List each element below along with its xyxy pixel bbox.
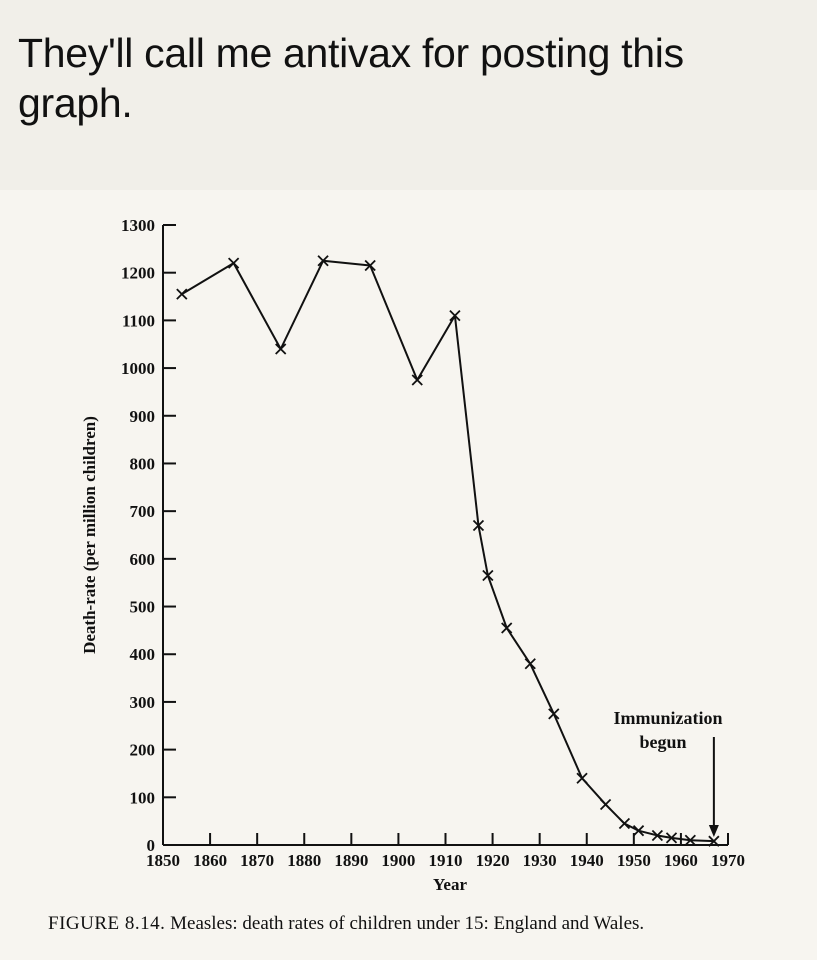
x-tick-label: 1890: [334, 851, 368, 870]
x-tick-label: 1860: [193, 851, 227, 870]
x-tick-label: 1960: [664, 851, 698, 870]
data-point-marker: [449, 309, 461, 322]
x-tick-label: 1950: [617, 851, 651, 870]
marker-stroke: [524, 658, 536, 670]
y-tick-label: 300: [130, 693, 156, 712]
y-tick-label: 200: [130, 741, 156, 760]
y-tick-label: 100: [130, 788, 156, 807]
y-tick-label: 400: [130, 645, 156, 664]
data-point-marker: [364, 259, 376, 272]
data-point-marker: [665, 832, 678, 844]
y-tick-label: 0: [147, 836, 156, 855]
marker-stroke: [632, 825, 645, 837]
y-tick-label: 900: [130, 407, 156, 426]
data-point-marker: [501, 622, 513, 634]
chart-axes: [162, 225, 728, 846]
x-tick-label: 1900: [381, 851, 415, 870]
x-tick-label: 1920: [476, 851, 510, 870]
data-point-marker: [576, 772, 588, 784]
chart-ticks: 0 100 200 300 400 500 600 700 800 900 1000 1100 1200…: [121, 216, 745, 870]
marker-stroke: [317, 255, 329, 267]
data-point-marker: [411, 374, 423, 386]
marker-stroke: [472, 519, 485, 532]
data-point-marker: [176, 288, 188, 300]
x-axis-label: Year: [433, 875, 467, 894]
data-point-marker: [472, 519, 485, 532]
data-point-marker: [524, 658, 536, 670]
chart-figure: [0, 190, 817, 960]
data-point-marker: [684, 834, 696, 846]
data-point-marker: [651, 829, 664, 842]
data-point-marker: [632, 825, 645, 837]
data-point-marker: [317, 255, 329, 267]
marker-stroke: [364, 259, 376, 272]
marker-stroke: [275, 343, 287, 355]
data-point-marker: [275, 343, 287, 355]
y-tick-label: 1200: [121, 264, 155, 283]
marker-stroke: [482, 569, 494, 582]
data-point-marker: [548, 708, 560, 720]
y-tick-label: 800: [130, 454, 156, 473]
marker-stroke: [501, 622, 513, 634]
post-text: They'll call me antivax for posting this…: [18, 30, 684, 126]
figure-caption-label: FIGURE 8.14.: [48, 913, 166, 934]
x-tick-label: 1850: [146, 851, 180, 870]
annotation-text-line2: begun: [639, 732, 686, 752]
marker-stroke: [599, 798, 612, 811]
marker-stroke: [665, 832, 678, 844]
x-tick-label: 1870: [240, 851, 274, 870]
marker-stroke: [449, 309, 461, 322]
marker-stroke: [651, 829, 664, 842]
chart-annotations: Immunization begun: [613, 708, 723, 837]
x-tick-label: 1930: [523, 851, 557, 870]
series-line: [181, 259, 714, 843]
data-point-marker: [618, 817, 631, 830]
annotation-arrow-head: [708, 825, 719, 837]
x-tick-label: 1910: [429, 851, 463, 870]
marker-stroke: [708, 835, 720, 847]
marker-stroke: [576, 772, 588, 784]
data-point-marker: [482, 569, 494, 582]
marker-stroke: [176, 288, 188, 300]
data-point-marker: [708, 835, 720, 847]
y-tick-label: 600: [130, 550, 156, 569]
y-tick-label: 700: [130, 502, 156, 521]
data-point-marker: [227, 257, 240, 269]
y-tick-label: 1000: [121, 359, 155, 378]
figure-caption: FIGURE 8.14. Measles: death rates of chi…: [48, 913, 808, 935]
y-axis-label: Death-rate (per million children): [80, 416, 99, 654]
x-tick-label: 1880: [287, 851, 321, 870]
marker-stroke: [548, 708, 560, 720]
y-tick-label: 500: [130, 598, 156, 617]
y-tick-label: 1100: [122, 311, 155, 330]
y-tick-label: 1300: [121, 216, 155, 235]
annotation-text-line1: Immunization: [613, 708, 722, 728]
marker-stroke: [618, 817, 631, 830]
figure-caption-text: Measles: death rates of children under 1…: [170, 913, 645, 934]
marker-stroke: [684, 834, 696, 846]
x-tick-label: 1940: [570, 851, 604, 870]
x-tick-label: 1970: [711, 851, 745, 870]
marker-stroke: [227, 257, 240, 269]
chart-series: [176, 255, 720, 847]
marker-stroke: [411, 374, 423, 386]
data-point-marker: [599, 798, 612, 811]
